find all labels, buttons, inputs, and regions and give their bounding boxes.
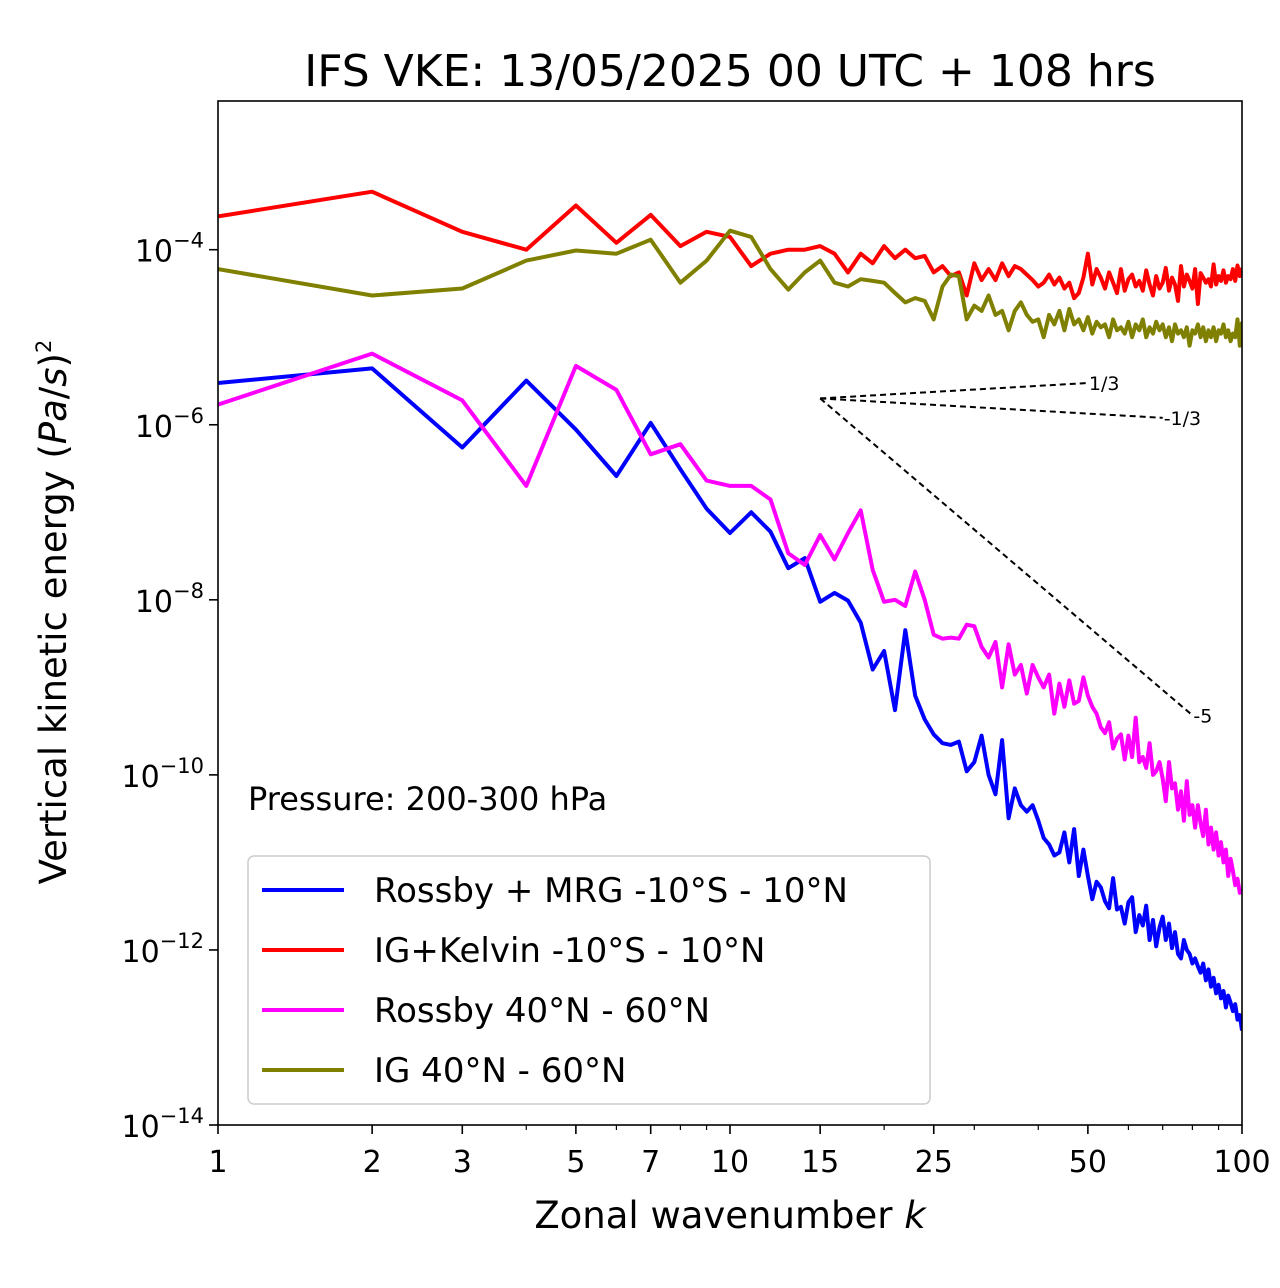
x-tick-label-9: 100 [1213,1145,1270,1180]
series-layer [218,189,1242,1031]
y-tick-label-3: 10−8 [135,579,204,620]
reference-label-2: -5 [1193,705,1212,727]
series-line-1 [218,189,1242,306]
x-tick-label-4: 7 [641,1145,660,1180]
legend-label-0: Rossby + MRG -10°S - 10°N [374,871,848,911]
y-axis-title: Vertical kinetic energy (Pa/s)2 [32,340,75,885]
reference-label-1: -1/3 [1164,408,1201,430]
legend-label-1: IG+Kelvin -10°S - 10°N [374,931,765,971]
series-line-3 [218,228,1242,348]
legend: Rossby + MRG -10°S - 10°N IG+Kelvin -10°S… [247,855,931,1105]
series-line-0 [218,366,1242,1031]
y-tick-label-2: 10−10 [121,754,204,795]
x-tick-label-2: 3 [453,1145,472,1180]
y-tick-label-1: 10−12 [121,929,204,970]
reference-lines: 1/3 -1/3 -5 [819,373,1212,727]
x-tick-label-5: 10 [711,1145,749,1180]
legend-label-3: IG 40°N - 60°N [374,1051,626,1091]
x-tick-label-6: 15 [801,1145,839,1180]
axis-ticks: 1 2 3 5 7 10 15 25 50 100 10−14 10−12 10−10 10−8 10−6 1… [121,229,1270,1180]
x-tick-label-7: 25 [915,1145,953,1180]
legend-label-2: Rossby 40°N - 60°N [374,991,710,1031]
x-tick-label-8: 50 [1069,1145,1107,1180]
reference-line-2 [819,397,1194,717]
y-tick-label-4: 10−6 [135,404,204,445]
y-tick-label-0: 10−14 [121,1104,204,1145]
legend-box [247,855,931,1105]
reference-label-0: 1/3 [1089,373,1120,395]
legend-entries: Rossby + MRG -10°S - 10°N IG+Kelvin -10°S… [262,871,848,1091]
x-tick-label-1: 2 [363,1145,382,1180]
pressure-annotation: Pressure: 200-300 hPa [248,780,607,818]
reference-line-0 [820,382,1088,400]
x-tick-label-3: 5 [566,1145,585,1180]
y-tick-label-5: 10−4 [135,229,204,270]
reference-line-1 [820,397,1163,419]
x-tick-label-0: 1 [208,1145,227,1180]
series-line-2 [218,351,1242,895]
chart-title: IFS VKE: 13/05/2025 00 UTC + 108 hrs [304,46,1156,97]
x-axis-title: Zonal wavenumber k [534,1194,927,1237]
